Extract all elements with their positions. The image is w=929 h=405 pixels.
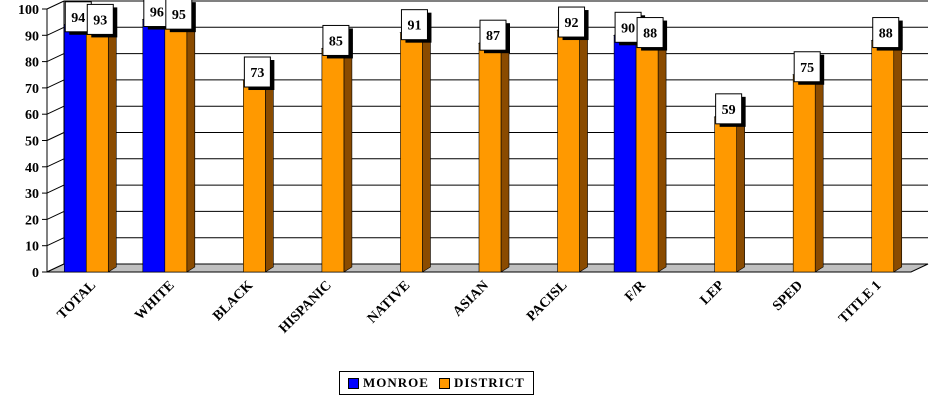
- legend-item-district: DISTRICT: [438, 375, 525, 391]
- data-label-box: [400, 9, 428, 41]
- y-tick-label: 0: [32, 266, 39, 281]
- data-label: 92: [565, 16, 579, 31]
- data-label-box: [558, 6, 586, 38]
- data-label-box: [165, 0, 193, 30]
- bar-side: [186, 16, 196, 273]
- bar: [321, 48, 345, 273]
- gridline-side: [46, 53, 65, 63]
- category-label: WHITE: [132, 278, 177, 323]
- y-tick-label: 100: [18, 3, 39, 18]
- y-tick-label: 10: [25, 240, 39, 255]
- bar: [635, 40, 659, 273]
- bar: [164, 21, 188, 273]
- data-label-box: [636, 17, 664, 49]
- category-label: LEP: [698, 278, 728, 308]
- category-label: NATIVE: [365, 278, 413, 326]
- data-label-box: [322, 24, 350, 56]
- data-label: 85: [329, 34, 343, 49]
- bar-side: [579, 24, 588, 273]
- bar-side: [893, 35, 903, 273]
- bar: [142, 19, 166, 273]
- y-tick-label: 90: [25, 29, 39, 44]
- gridline-side: [46, 158, 65, 168]
- data-label: 59: [722, 103, 736, 118]
- bar: [792, 74, 816, 273]
- data-label: 88: [643, 27, 657, 42]
- bar: [85, 27, 109, 273]
- legend: MONROE DISTRICT: [339, 371, 534, 395]
- legend-swatch-monroe: [348, 377, 359, 389]
- gridline-side: [46, 132, 65, 141]
- category-label: ASIAN: [450, 278, 491, 319]
- category-label: HISPANIC: [276, 278, 334, 336]
- gridline-side: [46, 184, 65, 194]
- bar: [400, 32, 423, 273]
- bar-side: [422, 27, 431, 273]
- category-label: PACISL: [524, 278, 570, 324]
- gridline-side: [46, 26, 65, 36]
- data-label: 87: [486, 29, 500, 44]
- category-label: BLACK: [210, 278, 256, 324]
- data-label: 75: [800, 61, 814, 76]
- bar-side: [500, 37, 510, 273]
- legend-item-monroe: MONROE: [348, 375, 429, 391]
- data-label-box: [243, 56, 271, 88]
- legend-swatch-district: [438, 377, 450, 389]
- data-label-box: [872, 17, 900, 49]
- gridline-side: [46, 210, 65, 220]
- data-label-box: [479, 19, 507, 51]
- bar: [63, 24, 87, 273]
- bar-side: [343, 42, 353, 273]
- y-tick-label: 30: [25, 187, 39, 202]
- bar: [243, 79, 266, 273]
- bar-side: [107, 21, 117, 273]
- legend-label-monroe: MONROE: [363, 375, 429, 390]
- bar: [557, 29, 580, 273]
- data-label: 91: [407, 19, 421, 34]
- legend-label-district: DISTRICT: [453, 375, 525, 390]
- data-label: 90: [621, 21, 635, 36]
- y-tick-label: 20: [25, 213, 39, 228]
- label-layer: 94 96 90 93 95 73 85 91 87 92 88 59 75 88: [64, 0, 903, 127]
- data-label: 96: [150, 6, 164, 21]
- y-tick-label: 40: [25, 161, 39, 176]
- gridline-side: [46, 105, 65, 115]
- gridline-side: [46, 79, 65, 89]
- y-tick-label: 70: [25, 82, 39, 97]
- bar: [613, 34, 637, 273]
- category-label: TITLE 1: [836, 278, 884, 326]
- bar-side: [736, 111, 745, 273]
- bar-layer: [63, 13, 903, 273]
- y-tick-label: 80: [25, 56, 39, 71]
- category-label: TOTAL: [55, 278, 99, 322]
- category-label: SPED: [770, 278, 806, 314]
- data-label: 73: [250, 66, 264, 81]
- bar: [714, 116, 737, 273]
- bar-side: [814, 69, 824, 273]
- gridline-side: [46, 0, 65, 10]
- data-label: 93: [93, 13, 107, 28]
- data-label-box: [793, 51, 821, 83]
- data-label: 88: [879, 27, 893, 42]
- bar-side: [657, 35, 667, 273]
- category-label: F/R: [622, 278, 649, 305]
- y-tick-label: 60: [25, 108, 39, 123]
- data-label-box: [715, 93, 743, 125]
- data-label: 95: [172, 8, 186, 23]
- data-label: 94: [71, 11, 85, 26]
- bar: [478, 42, 502, 273]
- gridline-side: [46, 237, 65, 247]
- data-label-box: [86, 3, 114, 35]
- bar-side: [265, 74, 274, 273]
- bar: [871, 40, 895, 273]
- y-tick-label: 50: [25, 135, 39, 150]
